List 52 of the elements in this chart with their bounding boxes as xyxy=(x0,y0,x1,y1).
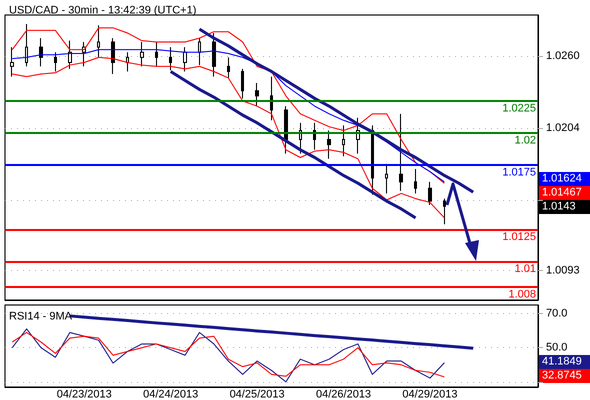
candlestick xyxy=(342,124,345,157)
candlestick xyxy=(212,32,216,78)
y-tick-label: 1.0260 xyxy=(546,50,580,62)
candlestick xyxy=(327,130,331,160)
candlestick xyxy=(169,46,172,71)
line-series xyxy=(12,56,445,218)
candlestick xyxy=(155,41,158,67)
text: 41.1849 xyxy=(542,356,582,368)
text: 32.8745 xyxy=(542,370,582,382)
ref-line-label: 1.0125 xyxy=(502,230,536,243)
candlestick xyxy=(284,106,288,154)
text: 1.0143 xyxy=(542,200,576,212)
y-tick-label: 1.0204 xyxy=(546,122,580,134)
x-tick-label: 04/24/2013 xyxy=(143,388,198,400)
line-series xyxy=(198,28,475,194)
x-tick-label: 04/23/2013 xyxy=(56,388,112,400)
y-tick-label: 1.0093 xyxy=(546,264,580,276)
candlestick xyxy=(68,40,72,70)
text: 1.01624 xyxy=(542,172,582,184)
line-series xyxy=(169,70,418,220)
candlestick xyxy=(255,82,259,107)
y-tick-label: 50.0 xyxy=(546,342,568,354)
candlestick xyxy=(97,24,100,58)
candlestick xyxy=(414,168,417,194)
ref-line-label: 1.0175 xyxy=(502,166,536,179)
ref-line-label: 1.0225 xyxy=(502,102,536,115)
candlestick xyxy=(241,68,244,99)
y-tick-label: 70.0 xyxy=(546,308,568,320)
candlestick xyxy=(140,41,144,67)
candlestick xyxy=(10,46,14,78)
candlestick xyxy=(54,52,57,72)
candlestick xyxy=(270,76,273,121)
candlestick xyxy=(227,56,230,78)
candlestick xyxy=(198,38,201,66)
text: 1.01467 xyxy=(542,186,582,198)
candlestick xyxy=(25,23,28,67)
candlestick xyxy=(385,163,388,194)
ref-line-label: 1.008 xyxy=(508,288,536,301)
text: RSI14 - 9MA xyxy=(9,310,73,322)
candlestick xyxy=(443,198,446,225)
x-tick-label: 04/25/2013 xyxy=(230,388,285,400)
candlestick xyxy=(399,113,403,192)
candlestick xyxy=(428,181,432,206)
chart-title: USD/CAD - 30min - 13:42:39 (UTC+1) xyxy=(9,4,196,16)
x-tick-label: 04/26/2013 xyxy=(316,388,372,400)
candlestick xyxy=(111,38,115,75)
ref-line-label: 1.01 xyxy=(514,262,536,275)
candlestick xyxy=(39,38,43,67)
candlestick xyxy=(126,52,129,72)
x-tick-label: 04/29/2013 xyxy=(402,388,458,400)
candlestick xyxy=(183,46,187,72)
ref-line-label: 1.02 xyxy=(514,134,536,147)
